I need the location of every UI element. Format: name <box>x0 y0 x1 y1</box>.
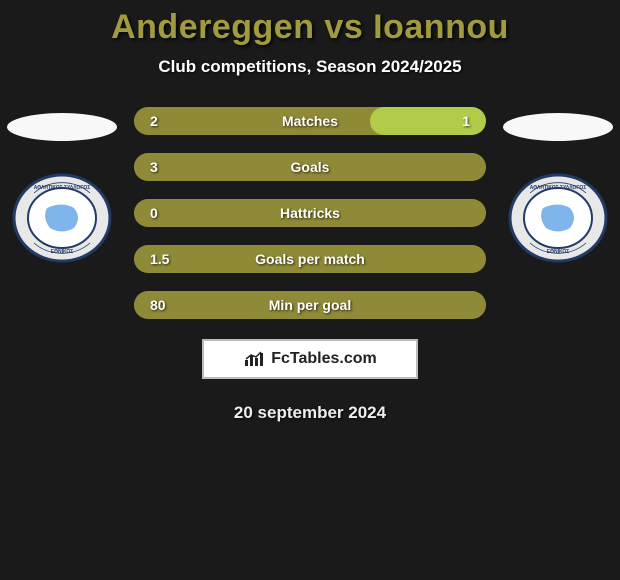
date-text: 20 september 2024 <box>0 403 620 423</box>
stat-row: 1.5Goals per match <box>134 245 486 273</box>
right-player-col: ΑΘΛΗΤΙΚΟΣ ΣΥΛΛΟΓΟΣ ΕΘΝΙΚΟΣ <box>498 107 618 263</box>
svg-text:ΑΘΛΗΤΙΚΟΣ ΣΥΛΛΟΓΟΣ: ΑΘΛΗΤΙΚΟΣ ΣΥΛΛΟΓΟΣ <box>530 185 586 191</box>
stat-row: 80Min per goal <box>134 291 486 319</box>
stat-label: Hattricks <box>134 205 486 221</box>
stats-column: 2Matches1 3Goals 0Hattricks 1.5Goals per ma… <box>134 107 486 319</box>
stat-label: Matches <box>134 113 486 129</box>
stat-row: 2Matches1 <box>134 107 486 135</box>
svg-text:ΕΘΝΙΚΟΣ: ΕΘΝΙΚΟΣ <box>547 249 570 255</box>
chart-icon <box>243 350 265 368</box>
stat-value-right: 1 <box>462 113 470 129</box>
svg-text:ΕΘΝΙΚΟΣ: ΕΘΝΙΚΟΣ <box>51 249 74 255</box>
stat-label: Min per goal <box>134 297 486 313</box>
right-player-photo-placeholder <box>503 113 613 141</box>
stat-row: 3Goals <box>134 153 486 181</box>
comparison-row: ΑΘΛΗΤΙΚΟΣ ΣΥΛΛΟΓΟΣ ΕΘΝΙΚΟΣ 2Matches1 3Goa… <box>0 107 620 319</box>
right-club-badge: ΑΘΛΗΤΙΚΟΣ ΣΥΛΛΟΓΟΣ ΕΘΝΙΚΟΣ <box>508 173 608 263</box>
left-player-photo-placeholder <box>7 113 117 141</box>
stat-label: Goals per match <box>134 251 486 267</box>
stat-row: 0Hattricks <box>134 199 486 227</box>
branding-box[interactable]: FcTables.com <box>202 339 418 379</box>
left-club-badge: ΑΘΛΗΤΙΚΟΣ ΣΥΛΛΟΓΟΣ ΕΘΝΙΚΟΣ <box>12 173 112 263</box>
stat-label: Goals <box>134 159 486 175</box>
left-player-col: ΑΘΛΗΤΙΚΟΣ ΣΥΛΛΟΓΟΣ ΕΘΝΙΚΟΣ <box>2 107 122 263</box>
svg-text:ΑΘΛΗΤΙΚΟΣ ΣΥΛΛΟΓΟΣ: ΑΘΛΗΤΙΚΟΣ ΣΥΛΛΟΓΟΣ <box>34 185 90 191</box>
page-title: Andereggen vs Ioannou <box>0 8 620 47</box>
subtitle: Club competitions, Season 2024/2025 <box>0 57 620 77</box>
branding-text: FcTables.com <box>271 350 377 368</box>
